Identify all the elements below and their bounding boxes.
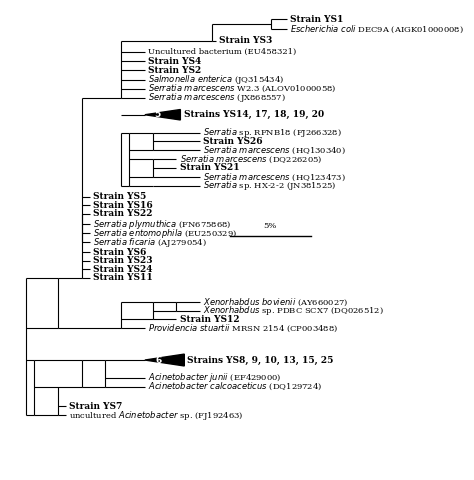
Text: $\it{Serratia\ marcescens}$ (HQ130340): $\it{Serratia\ marcescens}$ (HQ130340)	[203, 144, 346, 156]
Text: $\it{Serratia\ marcescens}$ (HQ123473): $\it{Serratia\ marcescens}$ (HQ123473)	[203, 171, 346, 182]
Text: $\it{Serratia}$ sp. HX-2-2 (JN381525): $\it{Serratia}$ sp. HX-2-2 (JN381525)	[203, 180, 337, 192]
Text: $\it{Xenorhabdus\ bovienii}$ (AY660027): $\it{Xenorhabdus\ bovienii}$ (AY660027)	[203, 297, 349, 308]
Text: $\it{Salmonella\ enterica}$ (JQ315434): $\it{Salmonella\ enterica}$ (JQ315434)	[148, 73, 284, 86]
Text: Strain YS22: Strain YS22	[93, 209, 152, 218]
Text: Strain YS11: Strain YS11	[93, 274, 153, 282]
Text: Strain YS6: Strain YS6	[93, 248, 146, 257]
Text: Strain YS26: Strain YS26	[203, 137, 263, 146]
Text: Strain YS12: Strain YS12	[180, 315, 239, 324]
Text: $\it{Serratia\ marcescens}$ W2.3 (ALOV01000058): $\it{Serratia\ marcescens}$ W2.3 (ALOV01…	[148, 83, 337, 95]
Text: $\it{Serratia\ marcescens}$ (DQ226205): $\it{Serratia\ marcescens}$ (DQ226205)	[180, 154, 322, 165]
Text: Strain YS21: Strain YS21	[180, 163, 239, 172]
Text: $\it{Serratia\ ficaria}$ (AJ279054): $\it{Serratia\ ficaria}$ (AJ279054)	[93, 236, 207, 249]
Text: $\it{Acinetobacter\ junii}$ (EF429000): $\it{Acinetobacter\ junii}$ (EF429000)	[148, 371, 282, 384]
Text: $\it{Serratia}$ sp. RFNB18 (FJ266328): $\it{Serratia}$ sp. RFNB18 (FJ266328)	[203, 126, 342, 139]
Text: Strains YS14, 17, 18, 19, 20: Strains YS14, 17, 18, 19, 20	[183, 110, 324, 119]
Text: Strains YS8, 9, 10, 13, 15, 25: Strains YS8, 9, 10, 13, 15, 25	[188, 356, 334, 364]
Text: Strain YS4: Strain YS4	[148, 57, 201, 66]
Text: $\it{Escherichia\ coli}$ DEC9A (AIGK01000008): $\it{Escherichia\ coli}$ DEC9A (AIGK0100…	[290, 23, 464, 35]
Text: $\it{Providencia\ stuartii}$ MRSN 2154 (CP003488): $\it{Providencia\ stuartii}$ MRSN 2154 (…	[148, 323, 338, 334]
Text: 5%: 5%	[263, 222, 277, 229]
Text: $\it{Xenorhabdus}$ sp. PDBC SCX7 (DQ026512): $\it{Xenorhabdus}$ sp. PDBC SCX7 (DQ0265…	[203, 304, 384, 317]
Text: $\it{Serratia\ plymuthica}$ (FN675868): $\it{Serratia\ plymuthica}$ (FN675868)	[93, 218, 231, 231]
Text: Strain YS23: Strain YS23	[93, 256, 152, 265]
Text: uncultured $\it{Acinetobacter}$ sp. (FJ192463): uncultured $\it{Acinetobacter}$ sp. (FJ1…	[69, 408, 243, 421]
Text: Strain YS3: Strain YS3	[219, 36, 273, 45]
Text: 5: 5	[154, 110, 160, 119]
Text: 6: 6	[155, 356, 162, 364]
Text: $\it{Serratia\ marcescens}$ (JX868557): $\it{Serratia\ marcescens}$ (JX868557)	[148, 91, 286, 104]
Text: Uncultured bacterium (EU458321): Uncultured bacterium (EU458321)	[148, 48, 296, 56]
Text: Strain YS24: Strain YS24	[93, 265, 152, 274]
Text: Strain YS7: Strain YS7	[69, 402, 122, 410]
Polygon shape	[145, 109, 181, 120]
Text: Strain YS2: Strain YS2	[148, 66, 201, 75]
Text: $\it{Acinetobacter\ calcoaceticus}$ (DQ129724): $\it{Acinetobacter\ calcoaceticus}$ (DQ1…	[148, 381, 322, 392]
Text: Strain YS1: Strain YS1	[290, 15, 344, 24]
Text: $\it{Serratia\ entomophila}$ (EU250329): $\it{Serratia\ entomophila}$ (EU250329)	[93, 227, 237, 240]
Text: Strain YS16: Strain YS16	[93, 201, 153, 210]
Polygon shape	[145, 354, 184, 366]
Text: Strain YS5: Strain YS5	[93, 192, 146, 201]
